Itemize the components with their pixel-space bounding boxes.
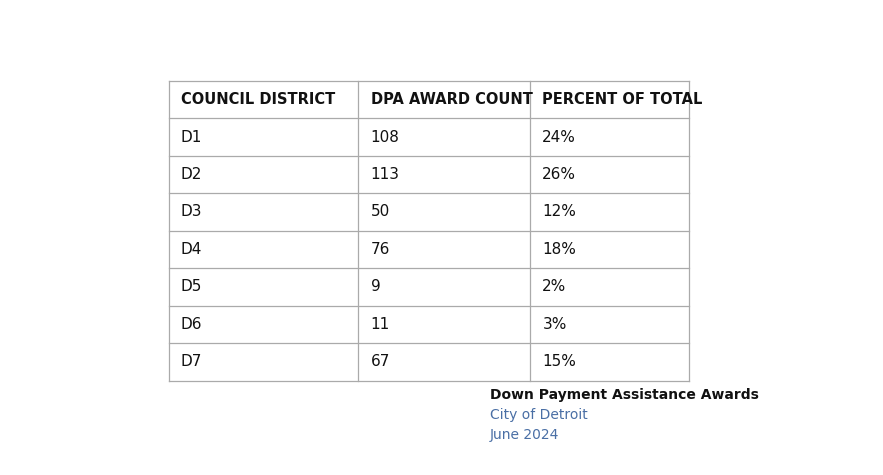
Text: Down Payment Assistance Awards: Down Payment Assistance Awards — [490, 388, 759, 402]
Text: City of Detroit: City of Detroit — [490, 408, 588, 422]
Text: 18%: 18% — [542, 242, 577, 257]
Text: 15%: 15% — [542, 354, 577, 370]
Text: D1: D1 — [181, 130, 202, 144]
Text: 76: 76 — [371, 242, 390, 257]
Text: 50: 50 — [371, 204, 390, 219]
Text: 12%: 12% — [542, 204, 577, 219]
Text: June 2024: June 2024 — [490, 428, 560, 442]
Text: D2: D2 — [181, 167, 202, 182]
Text: 11: 11 — [371, 317, 390, 332]
Text: D4: D4 — [181, 242, 202, 257]
Text: PERCENT OF TOTAL: PERCENT OF TOTAL — [542, 92, 703, 107]
Text: 3%: 3% — [542, 317, 567, 332]
Text: 67: 67 — [371, 354, 390, 370]
Text: D6: D6 — [181, 317, 202, 332]
Text: DPA AWARD COUNT: DPA AWARD COUNT — [371, 92, 532, 107]
Text: 113: 113 — [371, 167, 400, 182]
Text: COUNCIL DISTRICT: COUNCIL DISTRICT — [181, 92, 336, 107]
Text: 9: 9 — [371, 279, 381, 294]
Text: 26%: 26% — [542, 167, 577, 182]
Text: 108: 108 — [371, 130, 400, 144]
Text: 24%: 24% — [542, 130, 577, 144]
Text: D5: D5 — [181, 279, 202, 294]
Text: D7: D7 — [181, 354, 202, 370]
Text: D3: D3 — [181, 204, 202, 219]
Text: 2%: 2% — [542, 279, 567, 294]
